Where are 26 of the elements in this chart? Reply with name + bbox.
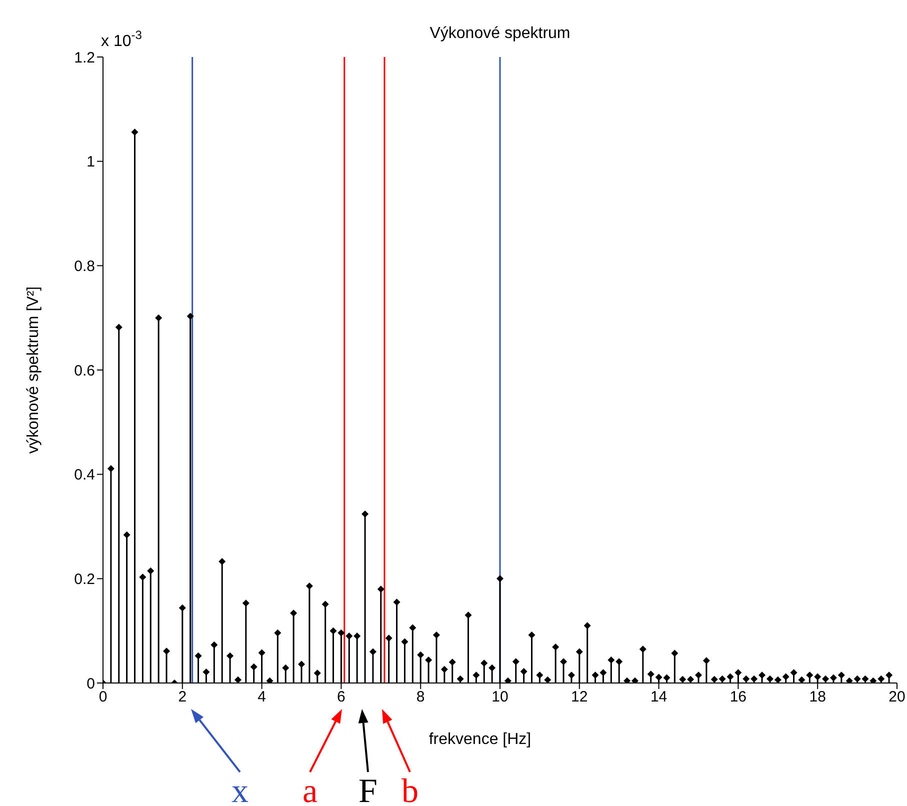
y-tick-label: 1 (86, 154, 95, 171)
x-tick-label: 14 (650, 688, 668, 706)
text: a (302, 773, 318, 806)
y-tick-label: 0.4 (74, 466, 95, 484)
x-axis-title: frekvence [Hz] (428, 731, 532, 748)
text: x 10$^{-3}$ (101, 28, 142, 50)
x-tick-label: 0 (98, 688, 108, 706)
x-tick-label: 18 (809, 688, 826, 706)
text: F (358, 773, 378, 806)
x-tick-label: 4 (258, 688, 266, 706)
x-tick-label: 16 (730, 688, 747, 706)
y-axis-title: výkonové spektrum [V²] (25, 286, 42, 454)
y-tick-label: 0.6 (74, 362, 95, 380)
x-tick-label: 6 (337, 688, 346, 706)
chart-title: Výkonové spektrum (430, 25, 570, 42)
x-tick-label: 2 (178, 688, 187, 706)
x-tick-label: 20 (888, 688, 906, 706)
x-tick-label: 8 (416, 688, 425, 706)
x-tick-label: 12 (571, 688, 588, 706)
x-tick-label: 10 (492, 688, 508, 706)
y-tick-label: 0.2 (74, 570, 95, 588)
y-tick-label: 0.8 (74, 258, 95, 275)
y-tick-label: 0 (86, 675, 95, 692)
y-tick-label: 1.2 (74, 49, 95, 66)
text: b (402, 773, 418, 806)
text: x (232, 773, 248, 806)
